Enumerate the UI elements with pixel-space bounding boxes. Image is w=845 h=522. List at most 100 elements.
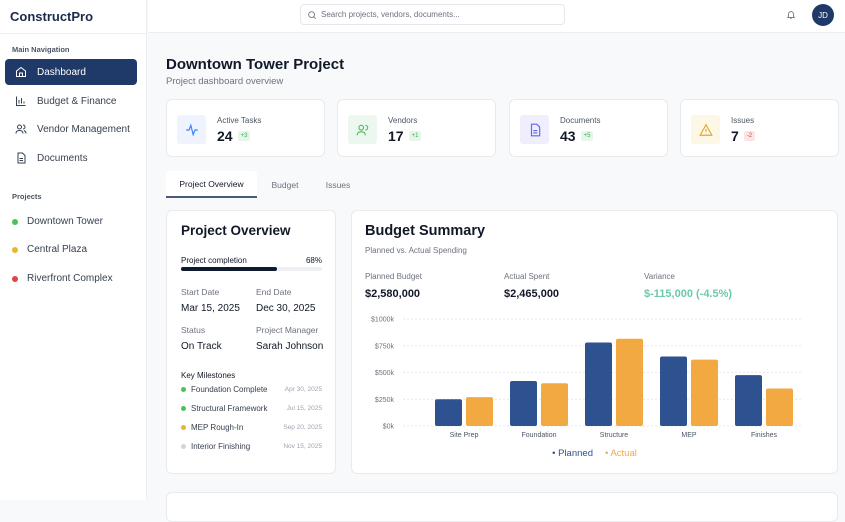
stat-card-active-tasks[interactable]: Active Tasks 24 +3: [166, 99, 325, 157]
milestone-name: Foundation Complete: [191, 385, 268, 394]
budget-subtitle: Planned vs. Actual Spending: [365, 246, 467, 255]
home-icon: [16, 66, 26, 77]
stat-label: Documents: [560, 116, 601, 125]
bar-planned: [735, 375, 762, 426]
stat-value: 24: [217, 128, 233, 144]
bar-actual: [766, 388, 793, 426]
tab-project-overview[interactable]: Project Overview: [166, 171, 257, 198]
end-date-label: End Date: [256, 287, 292, 297]
stat-delta: +3: [237, 131, 251, 141]
milestone-dot: [181, 444, 186, 449]
bar-actual: [541, 383, 568, 426]
sidebar-item-label: Budget & Finance: [37, 95, 117, 107]
overview-title: Project Overview: [181, 223, 291, 238]
start-date: Mar 15, 2025: [181, 303, 240, 314]
sidebar-item-dashboard[interactable]: Dashboard: [5, 59, 137, 85]
project-label: Riverfront Complex: [27, 273, 113, 284]
avatar[interactable]: JD: [812, 4, 834, 26]
stat-value: 7: [731, 128, 739, 144]
legend-label: Actual: [610, 448, 637, 459]
stat-card-documents[interactable]: Documents 43 +5: [509, 99, 668, 157]
sidebar-item-budget[interactable]: Budget & Finance: [5, 88, 137, 114]
sidebar-item-documents[interactable]: Documents: [5, 145, 137, 171]
milestone-item: Foundation Complete Apr 30, 2025: [181, 385, 322, 394]
pm-value: Sarah Johnson: [256, 341, 324, 352]
stat-delta: -2: [743, 131, 756, 141]
page-subtitle: Project dashboard overview: [166, 76, 284, 87]
variance-value: $-115,000 (-4.5%): [644, 288, 733, 300]
bar-planned: [660, 356, 687, 426]
milestone-name: Interior Finishing: [191, 442, 251, 451]
y-tick-label: $500k: [375, 370, 395, 377]
bar-actual: [466, 397, 493, 426]
budget-summary-card: [351, 210, 838, 474]
milestone-date: Jul 15, 2025: [286, 405, 322, 412]
tab-budget[interactable]: Budget: [271, 179, 299, 190]
x-tick-label: Site Prep: [450, 432, 479, 439]
chart-legend: • Planned • Actual: [351, 448, 838, 459]
projects-heading: Projects: [12, 192, 42, 201]
project-central-plaza[interactable]: Central Plaza: [12, 244, 87, 255]
y-tick-label: $250k: [375, 397, 395, 404]
bar-planned: [585, 342, 612, 426]
actual-spent-value: $2,465,000: [504, 288, 560, 300]
project-riverfront-complex[interactable]: Riverfront Complex: [12, 273, 113, 284]
budget-bar-chart: $0k $250k $500k $750k $1000k Site Prep Foundat…: [371, 317, 803, 439]
brand-logo[interactable]: ConstructPro: [10, 9, 94, 24]
completion-value: 68%: [305, 256, 322, 265]
y-tick-label: $1000k: [371, 317, 394, 324]
activity-icon: [177, 115, 206, 144]
planned-budget-label: Planned Budget: [365, 272, 422, 281]
milestone-name: MEP Rough-In: [191, 423, 244, 432]
users-icon: [15, 124, 27, 134]
users-icon: [348, 115, 377, 144]
milestone-item: MEP Rough-In Sep 20, 2025: [181, 423, 322, 432]
planned-budget-value: $2,580,000: [365, 288, 421, 300]
stat-label: Vendors: [388, 116, 418, 125]
sidebar-item-label: Documents: [37, 152, 88, 164]
stat-label: Active Tasks: [217, 116, 262, 125]
tab-issues[interactable]: Issues: [325, 179, 351, 190]
bar-planned: [510, 381, 537, 426]
x-tick-label: MEP: [681, 432, 697, 439]
stat-card-vendors[interactable]: Vendors 17 +1: [337, 99, 496, 157]
completion-progress-bar: [181, 267, 322, 271]
actual-spent-label: Actual Spent: [504, 272, 550, 281]
document-icon: [17, 152, 26, 164]
legend-actual: • Actual: [604, 448, 637, 459]
stat-card-issues[interactable]: Issues 7 -2: [680, 99, 839, 157]
search-input[interactable]: Search projects, vendors, documents...: [300, 4, 565, 25]
bell-icon[interactable]: [786, 9, 796, 20]
project-downtown-tower[interactable]: Downtown Tower: [12, 216, 103, 227]
bar-planned: [435, 399, 462, 426]
milestone-item: Interior Finishing Nov 15, 2025: [181, 442, 322, 451]
bar-chart-icon: [16, 96, 26, 106]
legend-planned: • Planned: [552, 448, 593, 459]
budget-title: Budget Summary: [365, 223, 486, 239]
page-title: Downtown Tower Project: [166, 56, 345, 73]
end-date: Dec 30, 2025: [256, 303, 316, 314]
status-label: Status: [181, 325, 206, 335]
status-dot: [12, 246, 18, 253]
x-tick-label: Foundation: [521, 432, 556, 439]
sidebar-item-vendors[interactable]: Vendor Management: [5, 116, 137, 142]
status-value: On Track: [181, 341, 222, 352]
status-dot: [12, 218, 18, 225]
stat-delta: +1: [408, 131, 422, 141]
bar-actual: [616, 338, 643, 426]
warning-icon: [691, 115, 720, 144]
milestone-date: Apr 30, 2025: [284, 386, 322, 393]
search-placeholder: Search projects, vendors, documents...: [321, 10, 460, 19]
milestone-name: Structural Framework: [191, 404, 268, 413]
legend-label: Planned: [558, 448, 593, 459]
milestone-dot: [181, 425, 186, 430]
project-label: Downtown Tower: [27, 216, 103, 227]
bar-actual: [691, 359, 718, 426]
main-nav-heading: Main Navigation: [12, 45, 70, 54]
sidebar-item-label: Vendor Management: [37, 123, 130, 135]
milestone-item: Structural Framework Jul 15, 2025: [181, 404, 322, 413]
milestone-date: Nov 15, 2025: [283, 443, 322, 450]
divider: [0, 33, 147, 34]
progress-fill: [181, 267, 277, 271]
x-tick-label: Finishes: [751, 432, 778, 439]
